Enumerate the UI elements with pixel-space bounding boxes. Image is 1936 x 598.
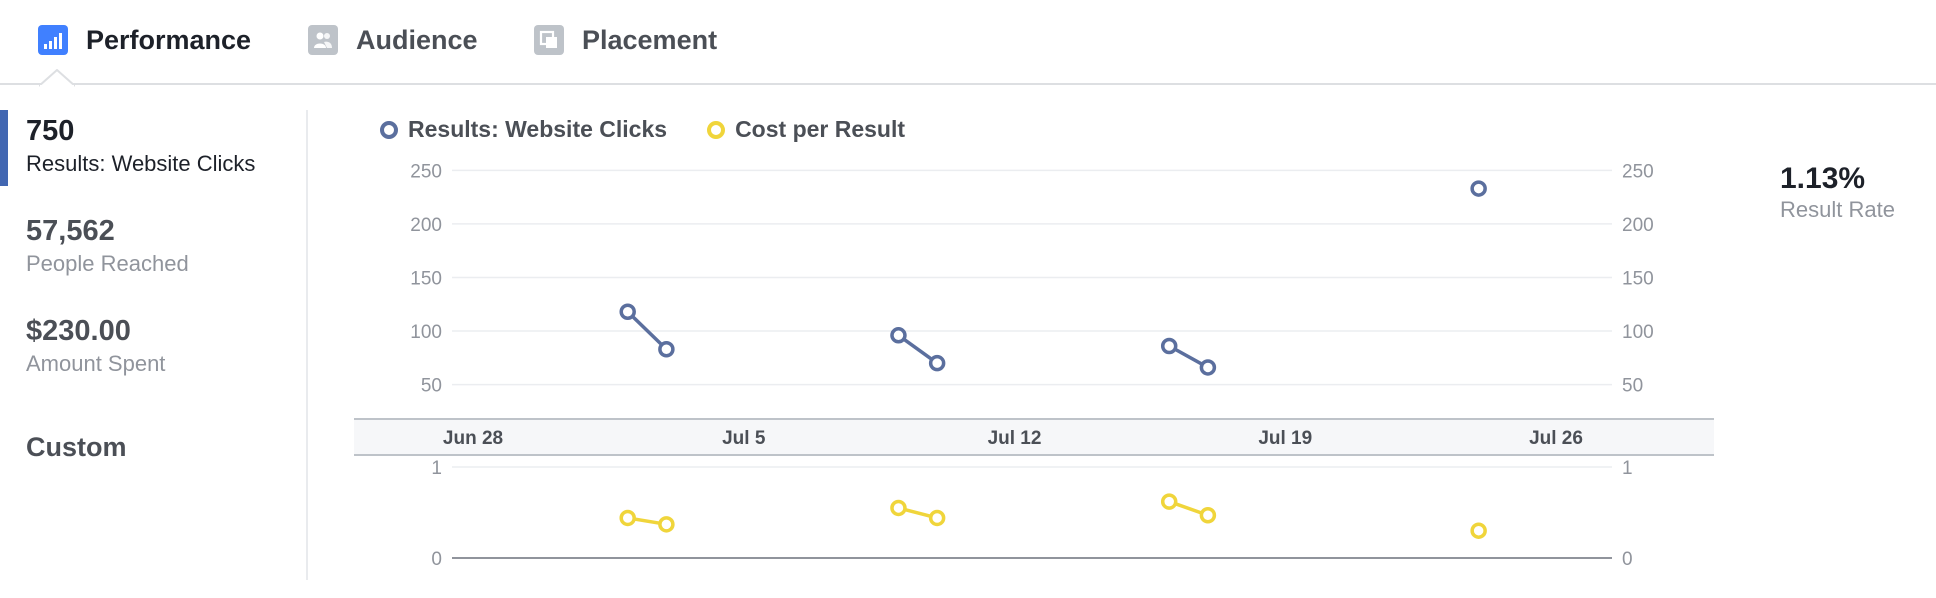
tab-audience[interactable]: Audience <box>308 22 478 58</box>
results-series-point <box>1160 337 1178 355</box>
results-series-point <box>890 327 907 344</box>
left-panel-divider <box>306 110 308 580</box>
results-series-line-segment <box>625 309 669 351</box>
x-tick-label: Jul 5 <box>722 428 766 449</box>
cost-series-point <box>1160 493 1178 510</box>
tab-placement-label: Placement <box>582 24 718 55</box>
x-tick-label: Jul 26 <box>1529 428 1583 449</box>
cost-series-point <box>658 516 675 533</box>
legend-results[interactable]: Results: Website Clicks <box>380 116 667 143</box>
y-tick-label-left: 50 <box>421 376 442 397</box>
cost-series-point <box>1470 522 1487 539</box>
y-tick-label-left: 100 <box>410 322 442 343</box>
results-series-point <box>658 340 675 358</box>
y-tick-label-right: 50 <box>1622 376 1643 397</box>
y-tick-label-left: 250 <box>410 161 442 182</box>
tab-placement[interactable]: Placement <box>534 22 717 58</box>
y-tick-label-right: 250 <box>1622 161 1654 182</box>
legend-cost[interactable]: Cost per Result <box>707 116 905 143</box>
chart-legend: Results: Website Clicks Cost per Result <box>380 116 945 143</box>
results-series-line-segment <box>896 333 939 365</box>
metric-people-reached-value: 57,562 <box>26 215 115 247</box>
y-tick-label-left: 200 <box>410 215 442 236</box>
y-tick-label-right: 200 <box>1622 215 1654 236</box>
cost-series-line-segment <box>625 516 669 527</box>
y-tick-label-right: 100 <box>1622 322 1654 343</box>
results-series-point <box>1470 180 1487 197</box>
result-rate: 1.13% Result Rate <box>1780 162 1895 224</box>
y-tick-label-right: 0 <box>1622 549 1633 570</box>
results-series-point <box>619 303 636 320</box>
results-series-point <box>928 354 946 372</box>
x-tick-label: Jul 19 <box>1258 428 1312 449</box>
cost-series-point <box>890 499 907 517</box>
metric-people-reached-label: People Reached <box>26 251 189 276</box>
metric-results-value: 750 <box>26 115 75 147</box>
active-tab-caret <box>39 69 75 87</box>
x-tick-label: Jul 12 <box>988 428 1042 449</box>
custom-metric-button[interactable]: Custom <box>26 432 127 462</box>
legend-cost-label: Cost per Result <box>735 116 906 142</box>
legend-results-label: Results: Website Clicks <box>408 116 668 142</box>
bar-chart-icon <box>38 25 68 55</box>
metric-amount-spent-label: Amount Spent <box>26 351 166 376</box>
tab-audience-label: Audience <box>356 24 478 55</box>
cost-series-point <box>1199 506 1217 524</box>
cost-series-line-segment <box>896 506 939 520</box>
tab-performance-label: Performance <box>86 24 252 55</box>
y-tick-label-left: 1 <box>431 458 442 479</box>
cost-series-point <box>928 509 946 527</box>
placement-icon <box>534 25 564 55</box>
result-rate-value: 1.13% <box>1780 162 1866 195</box>
cost-series-marker-icon <box>707 120 726 139</box>
selected-metric-indicator <box>0 110 8 186</box>
cost-series-line-segment <box>1167 499 1210 517</box>
results-series-marker-icon <box>380 120 398 139</box>
results-series-line-segment <box>1167 344 1210 370</box>
y-tick-label-left: 150 <box>410 268 442 289</box>
date-axis-band <box>354 419 1714 455</box>
results-series-point <box>1199 359 1217 376</box>
result-rate-label: Result Rate <box>1780 197 1895 222</box>
metric-results[interactable]: 750 Results: Website Clicks <box>26 114 255 178</box>
x-tick-label: Jun 28 <box>443 428 503 449</box>
cost-series-point <box>619 509 636 527</box>
metric-amount-spent-value: $230.00 <box>26 315 131 347</box>
tab-bar: Performance Audience Placement <box>0 0 1936 87</box>
metric-results-label: Results: Website Clicks <box>26 151 256 176</box>
people-icon <box>308 25 338 55</box>
y-tick-label-right: 1 <box>1622 458 1633 479</box>
metric-people-reached[interactable]: 57,562 People Reached <box>26 214 189 278</box>
y-tick-label-right: 150 <box>1622 268 1654 289</box>
tab-performance[interactable]: Performance <box>38 22 251 58</box>
metric-amount-spent[interactable]: $230.00 Amount Spent <box>26 314 165 378</box>
y-tick-label-left: 0 <box>431 549 442 570</box>
